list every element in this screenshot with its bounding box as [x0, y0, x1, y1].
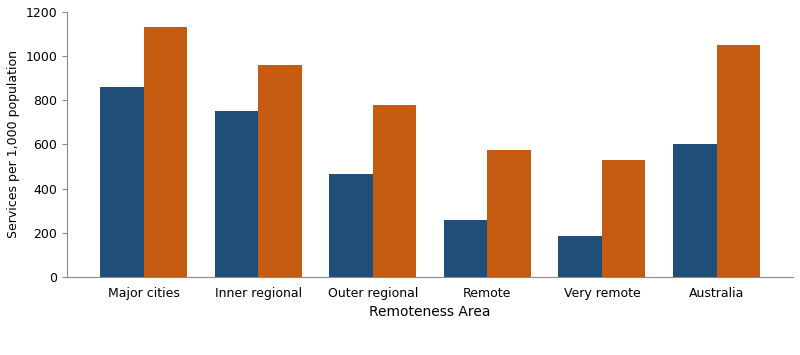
Bar [330, 174, 373, 277]
Bar [444, 220, 487, 277]
Y-axis label: Services per 1,000 population: Services per 1,000 population [7, 50, 20, 239]
Bar [487, 150, 531, 277]
Bar [214, 111, 258, 277]
Bar [673, 144, 717, 277]
Bar [258, 65, 302, 277]
Bar [144, 27, 187, 277]
X-axis label: Remoteness Area: Remoteness Area [370, 305, 491, 319]
Bar [717, 45, 760, 277]
Bar [558, 236, 602, 277]
Bar [602, 160, 646, 277]
Bar [373, 105, 416, 277]
Bar [100, 87, 144, 277]
